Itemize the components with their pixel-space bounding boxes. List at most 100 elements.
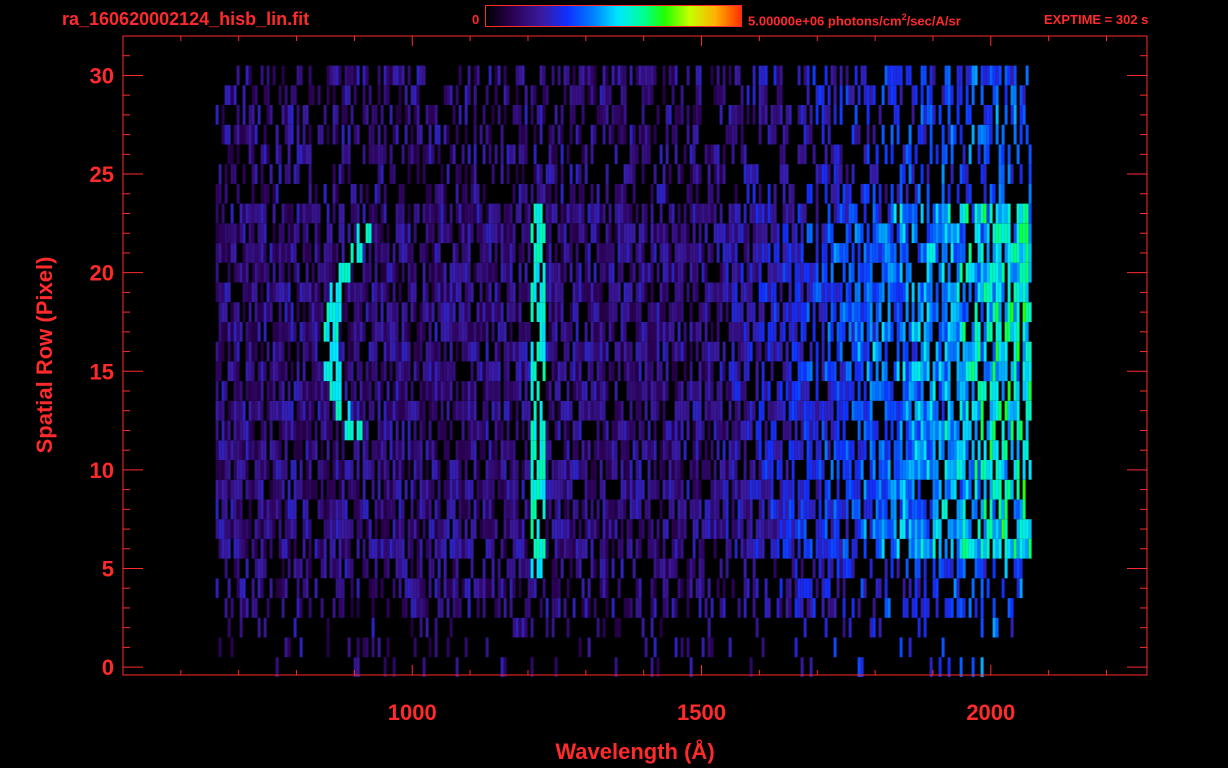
heatmap-cell [665, 144, 669, 165]
heatmap-cell [887, 400, 891, 421]
heatmap-cell [965, 85, 969, 105]
heatmap-cell [344, 361, 348, 382]
heatmap-cell [806, 85, 810, 105]
heatmap-cell [470, 203, 474, 224]
heatmap-cell [611, 460, 615, 480]
heatmap-cell [392, 400, 396, 421]
heatmap-cell [431, 262, 435, 283]
heatmap-cell [983, 558, 987, 579]
heatmap-cell [983, 361, 987, 382]
heatmap-cell [980, 420, 984, 441]
heatmap-cell [413, 282, 417, 303]
heatmap-cell [878, 479, 882, 500]
heatmap-cell [431, 243, 435, 263]
heatmap-cell [662, 598, 666, 618]
heatmap-cell [944, 144, 948, 165]
heatmap-cell [506, 85, 510, 105]
heatmap-cell [959, 598, 963, 618]
heatmap-cell [1013, 322, 1017, 342]
heatmap-cell [938, 223, 942, 244]
heatmap-cell [275, 144, 279, 165]
heatmap-cell [338, 460, 342, 480]
heatmap-cell [620, 499, 624, 520]
heatmap-cell [242, 598, 246, 618]
heatmap-cell [1022, 479, 1026, 500]
heatmap-cell [881, 322, 885, 342]
heatmap-cell [785, 124, 789, 145]
heatmap-cell [425, 341, 429, 362]
heatmap-cell [1004, 223, 1008, 244]
heatmap-cell [731, 578, 735, 599]
heatmap-cell [950, 479, 954, 500]
heatmap-cell [869, 381, 873, 401]
heatmap-cell [854, 538, 858, 559]
heatmap-cell [302, 519, 306, 539]
heatmap-cell [890, 223, 894, 244]
heatmap-cell [782, 302, 786, 322]
heatmap-cell [398, 183, 402, 204]
heatmap-cell [680, 479, 684, 500]
heatmap-cell [449, 262, 453, 283]
heatmap-cell [233, 243, 237, 263]
heatmap-cell [722, 262, 726, 283]
heatmap-cell [884, 420, 888, 441]
heatmap-cell [548, 223, 552, 244]
heatmap-cell [557, 519, 561, 539]
heatmap-cell [242, 85, 246, 105]
heatmap-cell [800, 302, 804, 322]
heatmap-cell [503, 479, 507, 500]
heatmap-cell [785, 243, 789, 263]
heatmap-cell [980, 538, 984, 559]
heatmap-cell [227, 400, 231, 421]
heatmap-cell [788, 302, 792, 322]
heatmap-cell [299, 460, 303, 480]
heatmap-cell [644, 223, 648, 244]
heatmap-cell [440, 361, 444, 382]
heatmap-cell [758, 243, 762, 263]
heatmap-cell [389, 65, 393, 86]
heatmap-cell [287, 302, 291, 322]
heatmap-cell [674, 105, 678, 125]
heatmap-cell [557, 381, 561, 401]
heatmap-cell [680, 341, 684, 362]
heatmap-cell [932, 578, 936, 599]
heatmap-cell [464, 124, 468, 145]
heatmap-cell [971, 538, 975, 559]
heatmap-cell [353, 499, 357, 520]
heatmap-cell [923, 617, 927, 638]
heatmap-cell [797, 538, 801, 559]
heatmap-cell [434, 361, 438, 382]
heatmap-cell [602, 381, 606, 401]
heatmap-cell [563, 341, 567, 362]
heatmap-cell [767, 341, 771, 362]
heatmap-cell [929, 440, 933, 460]
heatmap-cell [395, 479, 399, 500]
heatmap-cell [281, 223, 285, 244]
heatmap-cell [893, 85, 897, 105]
heatmap-cell [830, 400, 834, 421]
heatmap-cell [923, 598, 927, 618]
heatmap-cell [797, 105, 801, 125]
heatmap-cell [722, 164, 726, 184]
heatmap-cell [707, 499, 711, 520]
heatmap-cell [305, 105, 309, 125]
heatmap-cell [737, 223, 741, 244]
heatmap-cell [545, 538, 549, 559]
heatmap-cell [605, 420, 609, 441]
heatmap-cell [362, 243, 366, 263]
heatmap-cell [764, 203, 768, 224]
heatmap-cell [524, 381, 528, 401]
heatmap-cell [995, 460, 999, 480]
heatmap-cell [506, 341, 510, 362]
heatmap-cell [995, 105, 999, 125]
heatmap-cell [302, 322, 306, 342]
heatmap-cell [701, 243, 705, 263]
heatmap-cell [806, 578, 810, 599]
heatmap-cell [272, 361, 276, 382]
heatmap-cell [260, 341, 264, 362]
heatmap-cell [755, 617, 759, 638]
heatmap-cell [776, 598, 780, 618]
heatmap-cell [377, 538, 381, 559]
heatmap-cell [488, 302, 492, 322]
heatmap-cell [398, 361, 402, 382]
